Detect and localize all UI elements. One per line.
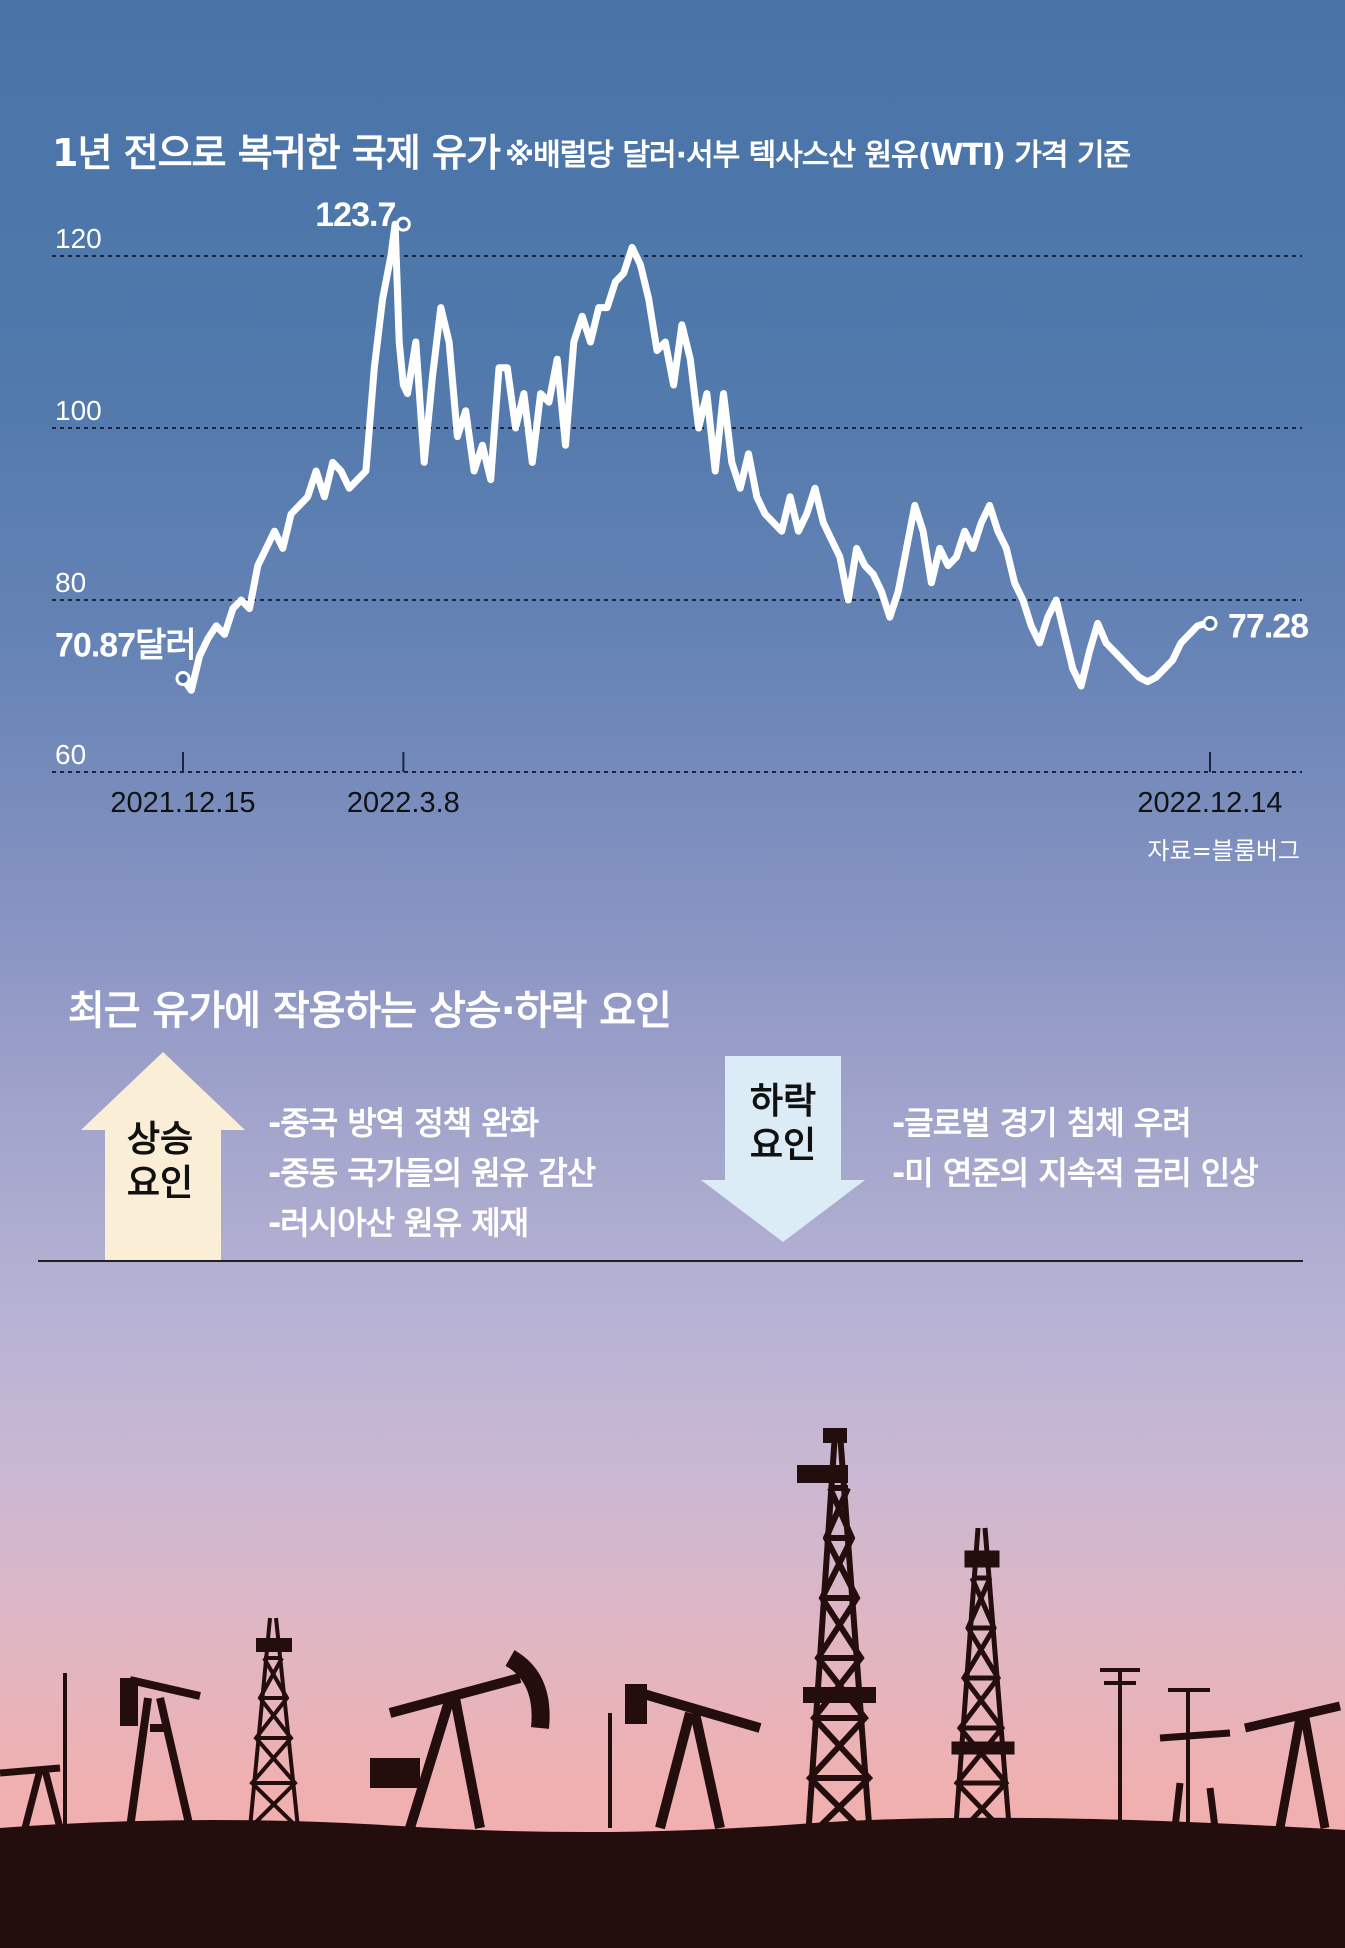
oil-derrick-right: [951, 1527, 1015, 1840]
y-tick-label: 80: [55, 567, 86, 598]
pumpjack-2: [370, 1650, 550, 1830]
annotation-point: [175, 671, 191, 687]
down-factor-label: 하락 요인: [723, 1080, 843, 1168]
x-tick-label: 2021.12.15: [110, 787, 255, 819]
ground-silhouette: [0, 1817, 1345, 1948]
y-tick-label: 100: [55, 395, 102, 426]
section-divider: [38, 1260, 1303, 1262]
chart-title: 1년 전으로 복귀한 국제 유가: [52, 131, 501, 175]
annotation-label: 70.87달러: [55, 627, 196, 665]
chart-subtitle: ※배럴당 달러·서부 텍사스산 원유(WTI) 가격 기준: [505, 138, 1131, 173]
up-arrow-shape: [81, 1052, 245, 1262]
pumpjack-4: [1243, 1701, 1342, 1829]
up-arrow: [81, 1052, 245, 1262]
oil-field-silhouette: [0, 1428, 1345, 1948]
up-factor-1: -중국 방역 정책 완화: [268, 1104, 539, 1142]
x-tick-label: 2022.12.14: [1137, 787, 1282, 819]
pumpjack-1: [120, 1676, 201, 1829]
down-arrow: [701, 1056, 865, 1242]
pumpjack-5: [0, 1729, 1231, 1829]
annotation-point: [395, 216, 411, 232]
down-label-line1: 하락: [749, 1081, 817, 1122]
x-tick-label: 2022.3.8: [347, 787, 460, 819]
oil-derrick-small: [248, 1617, 300, 1830]
annotation-point: [1202, 615, 1218, 631]
down-factor-1: -글로벌 경기 침체 우려: [892, 1104, 1192, 1142]
annotation-label: 123.7: [315, 196, 395, 234]
up-factor-3: -러시아산 원유 제재: [268, 1204, 529, 1242]
down-arrow-shape: [701, 1056, 865, 1242]
y-tick-label: 120: [55, 223, 102, 254]
up-factor-2: -중동 국가들의 원유 감산: [268, 1154, 596, 1192]
down-factor-2: -미 연준의 지속적 금리 인상: [892, 1154, 1259, 1192]
utility-poles: [63, 1668, 1210, 1828]
y-tick-label: 60: [55, 739, 86, 770]
oil-derrick-tall: [797, 1428, 876, 1841]
annotation-label: 77.28: [1228, 607, 1308, 645]
source-note: 자료=블룸버그: [1147, 837, 1300, 865]
pumpjack-3: [625, 1684, 762, 1830]
up-label-line1: 상승: [126, 1119, 194, 1160]
up-factor-label: 상승 요인: [100, 1118, 220, 1206]
up-label-line2: 요인: [126, 1163, 194, 1204]
factors-heading: 최근 유가에 작용하는 상승·하락 요인: [68, 988, 672, 1034]
price-series-line: [179, 220, 1214, 694]
down-label-line2: 요인: [749, 1125, 817, 1166]
